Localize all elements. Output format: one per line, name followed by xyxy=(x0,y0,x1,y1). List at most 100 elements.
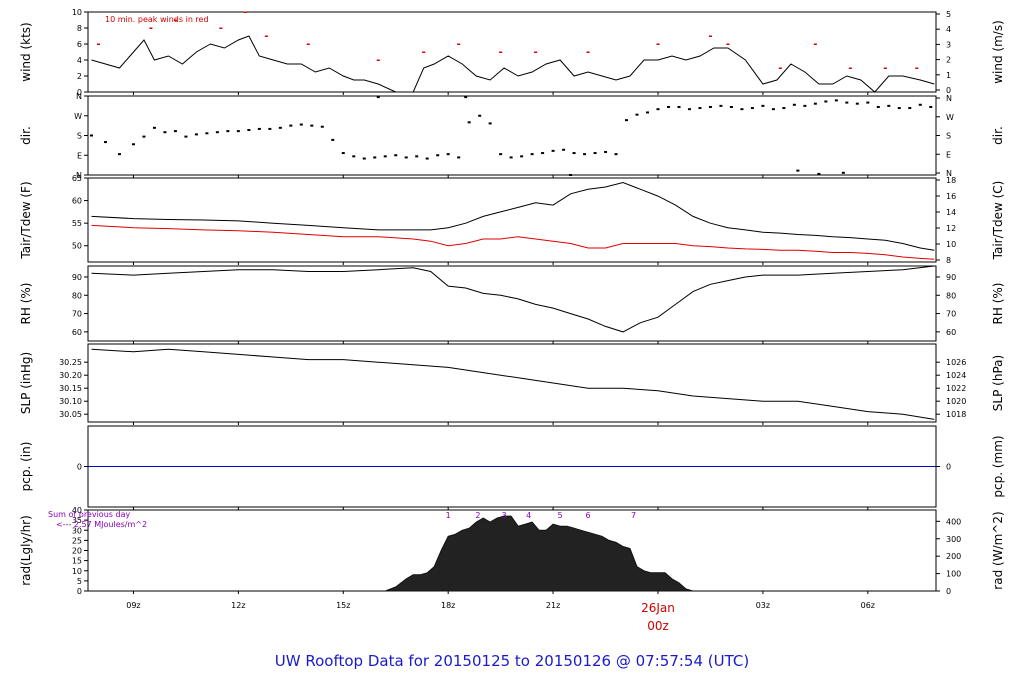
dir-right-tick-label: S xyxy=(946,132,951,141)
slp-ylabel-left: SLP (inHg) xyxy=(19,352,33,414)
slp-right-tick-label: 1022 xyxy=(946,384,966,393)
dir-point xyxy=(520,155,524,158)
dir-point xyxy=(646,111,650,114)
x-day-sublabel: 00z xyxy=(647,619,669,633)
dir-point xyxy=(352,155,356,158)
rh-left-tick-label: 60 xyxy=(72,328,82,337)
dir-point xyxy=(687,108,691,111)
dir-point xyxy=(569,174,573,176)
wind-peak-point xyxy=(848,67,852,69)
rad-annotation-line2: <--- 2.57 MJoules/m^2 xyxy=(56,520,147,529)
dir-point xyxy=(464,96,468,99)
dir-point xyxy=(698,107,702,110)
rh-right-tick-label: 60 xyxy=(946,328,956,337)
dir-point xyxy=(376,96,380,99)
wind-peak-point xyxy=(422,51,426,53)
dir-left-tick-label: E xyxy=(77,151,82,160)
wind-peak-point xyxy=(586,51,590,53)
rad-hour-marker: 6 xyxy=(586,511,591,520)
dir-point xyxy=(593,152,597,155)
dir-left-tick-label: N xyxy=(76,171,82,180)
wind-left-tick-label: 2 xyxy=(77,72,82,81)
slp-right-tick-label: 1026 xyxy=(946,358,966,367)
wind-peak-point xyxy=(457,43,461,45)
precip-panel: pcp. (in) pcp. (mm) 0 0 xyxy=(19,425,1005,510)
tdew-line xyxy=(91,224,935,260)
wind-peak-point xyxy=(173,19,177,21)
x-tick-label: 12z xyxy=(231,601,245,610)
wind-right-tick-label: 4 xyxy=(946,25,951,34)
dir-point xyxy=(226,130,230,133)
dir-point xyxy=(257,127,261,130)
x-tick-label: 06z xyxy=(861,601,875,610)
dir-point xyxy=(887,104,891,107)
dir-point xyxy=(394,154,398,157)
dir-point xyxy=(666,105,670,108)
dir-point xyxy=(142,135,146,138)
dir-point xyxy=(803,104,807,107)
wind-ylabel-right: wind (m/s) xyxy=(991,20,1005,84)
wind-left-tick-label: 6 xyxy=(77,40,82,49)
x-tick-label: 15z xyxy=(336,601,350,610)
dir-ylabel-left: dir. xyxy=(19,126,33,145)
dir-point xyxy=(562,148,566,151)
slp-panel: SLP (inHg) SLP (hPa) 30.05 30.10 30.15 30.20 3… xyxy=(19,343,1005,425)
temp-right-tick-label: 8 xyxy=(946,256,951,265)
dir-point xyxy=(708,105,712,108)
dir-point xyxy=(499,153,503,156)
dir-point xyxy=(635,113,639,116)
dir-right-tick-label: E xyxy=(946,150,951,159)
slp-left-tick-label: 30.25 xyxy=(59,358,82,367)
rh-line xyxy=(91,265,935,333)
wind-right-tick-label: 2 xyxy=(946,56,951,65)
wind-peak-point xyxy=(534,51,538,53)
dir-left-tick-label: W xyxy=(74,112,82,121)
rad-hour-marker: 4 xyxy=(526,511,531,520)
x-tick-label: 21z xyxy=(546,601,560,610)
dir-point xyxy=(268,127,272,130)
rad-right-tick-label: 300 xyxy=(946,535,961,544)
dir-point xyxy=(677,105,681,108)
wind-right-tick-label: 1 xyxy=(946,71,951,80)
slp-right-tick-label: 1024 xyxy=(946,371,966,380)
wind-left-tick-label: 8 xyxy=(77,24,82,33)
wind-left-tick-label: 0 xyxy=(77,88,82,97)
dir-point xyxy=(173,130,177,133)
x-day-label: 26Jan xyxy=(641,601,675,615)
dir-point xyxy=(310,124,314,127)
dir-point xyxy=(530,153,534,156)
dir-point xyxy=(750,107,754,110)
wind-peak-point xyxy=(264,35,268,37)
dir-left-tick-label: S xyxy=(77,132,82,141)
dir-point xyxy=(320,125,324,128)
rad-right-tick-label: 200 xyxy=(946,552,961,561)
wind-peak-point xyxy=(376,59,380,61)
rh-panel: RH (%) RH (%) 60 70 80 90 60 70 80 90 xyxy=(19,265,1005,344)
slp-right-tick-label: 1018 xyxy=(946,410,966,419)
wind-annotation: 10 min. peak winds in red xyxy=(105,15,209,24)
rad-left-tick-label: 10 xyxy=(72,567,82,576)
temp-frame xyxy=(87,177,937,263)
rad-left-tick-label: 20 xyxy=(72,547,82,556)
dir-point xyxy=(771,108,775,111)
dir-point xyxy=(509,156,513,159)
slp-left-tick-label: 30.10 xyxy=(59,397,82,406)
dir-point xyxy=(604,150,608,153)
dir-point xyxy=(813,102,817,105)
rad-left-tick-label: 35 xyxy=(72,516,82,525)
dir-point xyxy=(236,130,240,133)
temp-panel: Tair/Tdew (F) Tair/Tdew (C) 50 55 60 65 8 10 12 1… xyxy=(19,174,1005,265)
wind-peak-point xyxy=(883,67,887,69)
rad-hour-marker: 1 xyxy=(446,511,451,520)
rh-right-tick-label: 80 xyxy=(946,291,956,300)
wind-peak-point xyxy=(708,35,712,37)
dir-point xyxy=(425,157,429,160)
wind-peak-point xyxy=(915,67,919,69)
dir-point xyxy=(415,155,419,158)
temp-ylabel-right: Tair/Tdew (C) xyxy=(991,181,1005,261)
dir-point xyxy=(89,134,93,137)
dir-point xyxy=(908,107,912,110)
wind-peak-point xyxy=(726,43,730,45)
